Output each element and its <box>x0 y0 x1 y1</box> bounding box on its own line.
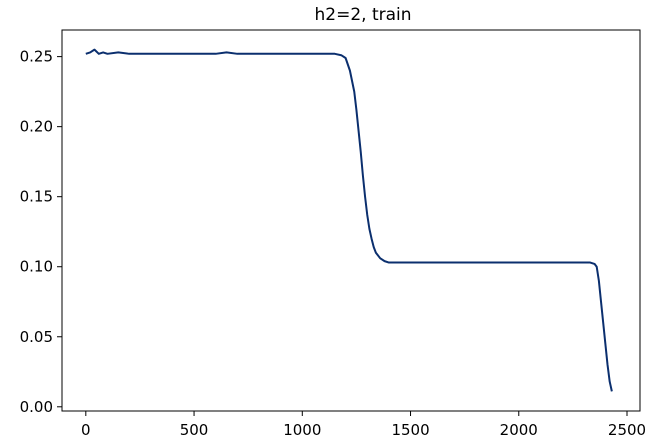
y-tick-label: 0.15 <box>20 188 53 206</box>
chart-title: h2=2, train <box>314 5 411 25</box>
y-axis: 0.00 0.05 0.10 0.15 0.20 0.25 <box>20 48 62 416</box>
y-tick-label: 0.25 <box>20 48 53 66</box>
x-tick-label: 500 <box>180 421 209 439</box>
series-line <box>85 48 613 392</box>
x-tick-label: 1500 <box>391 421 429 439</box>
x-tick-label: 1000 <box>283 421 321 439</box>
y-tick-label: 0.20 <box>20 118 53 136</box>
x-tick-label: 2500 <box>608 421 646 439</box>
x-tick-label: 0 <box>81 421 91 439</box>
y-tick-label: 0.05 <box>20 328 53 346</box>
x-axis: 0 500 1000 1500 2000 2500 <box>81 411 646 439</box>
plot-frame <box>61 29 641 412</box>
x-tick-label: 2000 <box>500 421 538 439</box>
y-tick-label: 0.00 <box>20 398 53 416</box>
y-tick-label: 0.10 <box>20 258 53 276</box>
